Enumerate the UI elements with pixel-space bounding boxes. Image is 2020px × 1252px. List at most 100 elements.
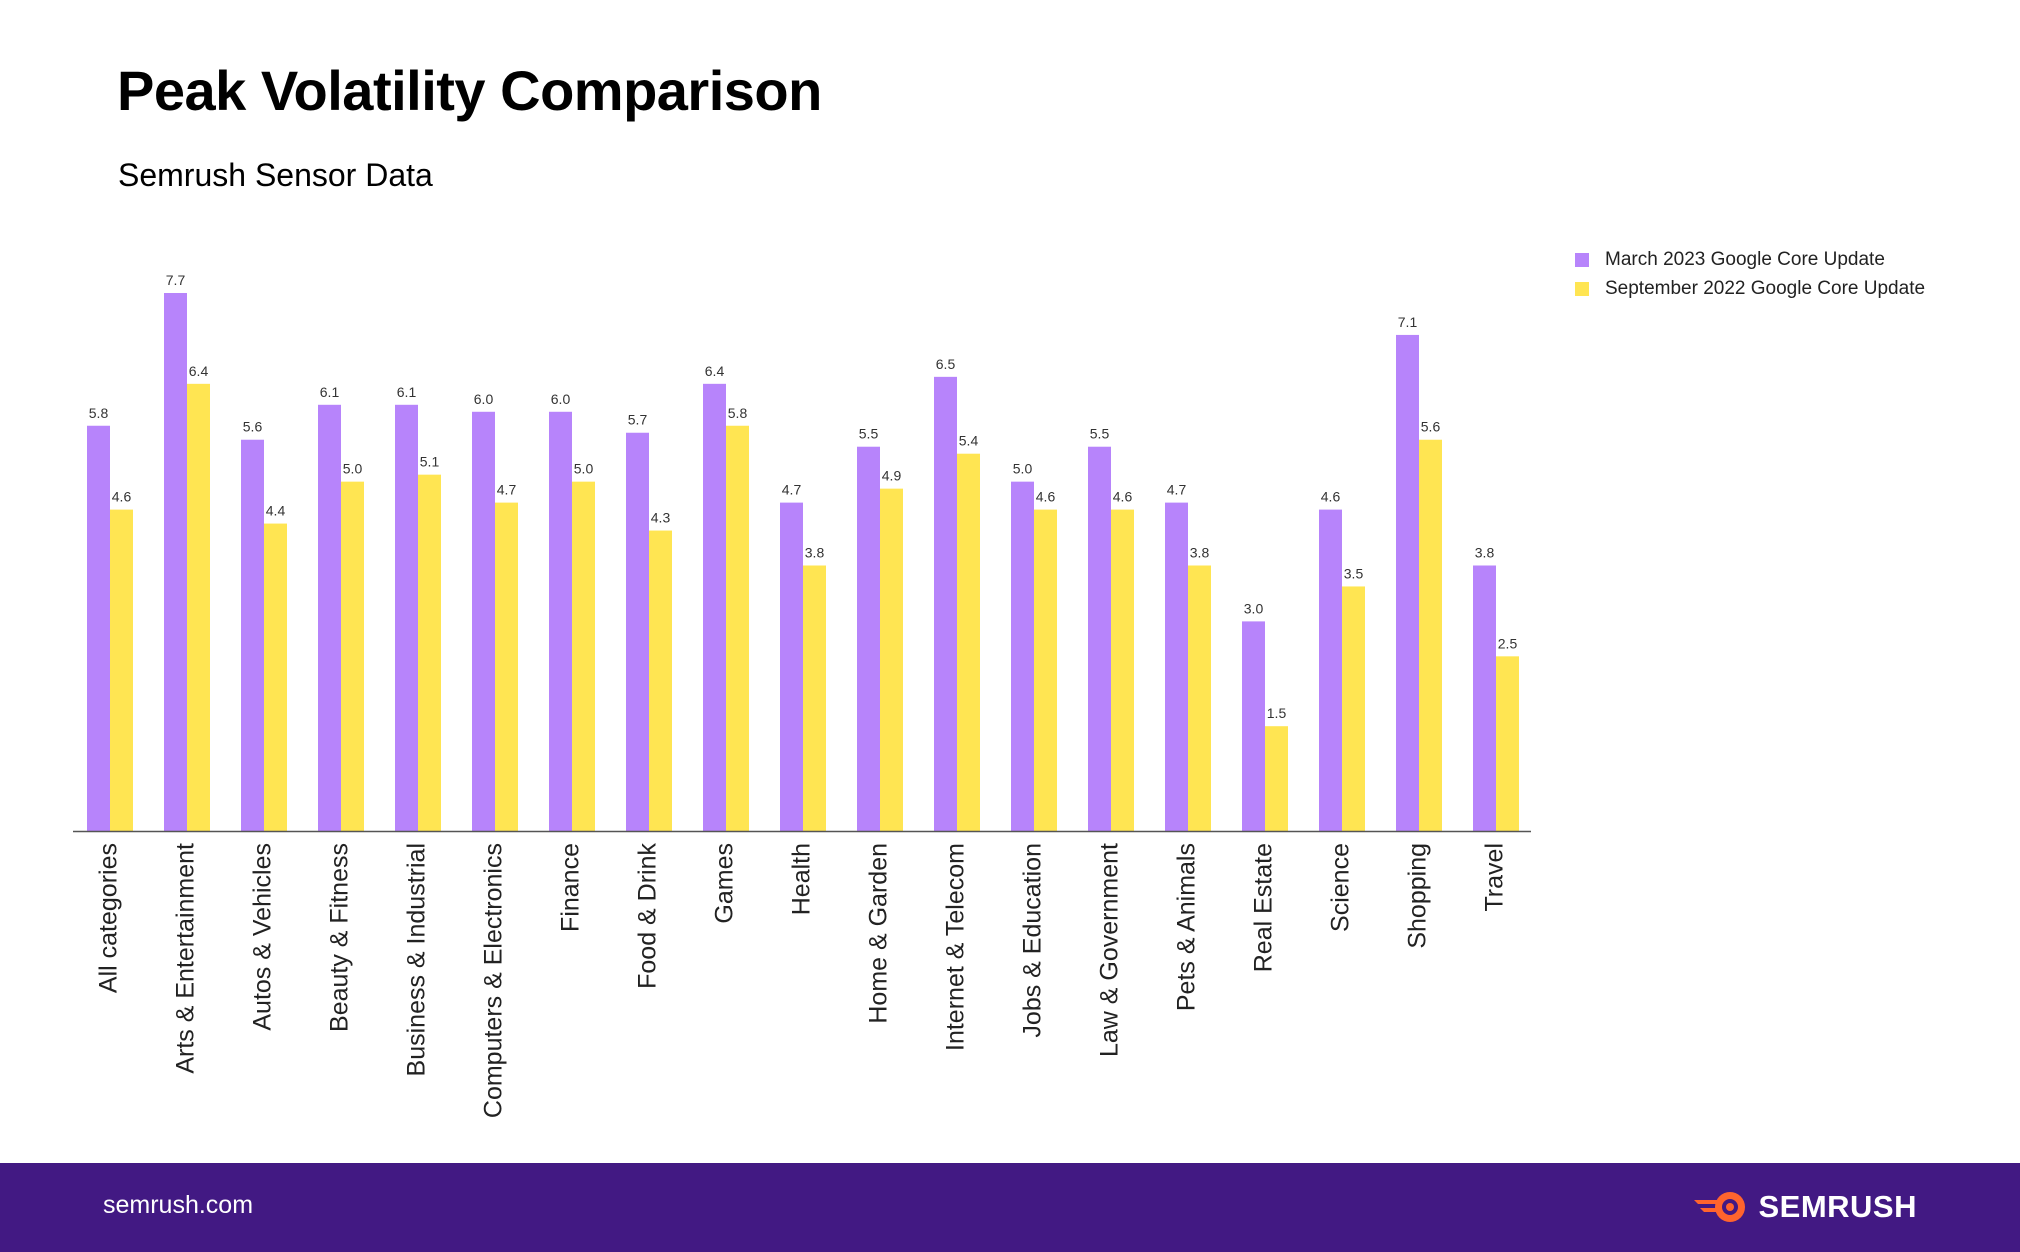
bar-march-2023-autos-and-vehicles (241, 439, 264, 831)
bar-march-2023-jobs-and-education (1011, 481, 1034, 831)
data-label-september-2022-real-estate: 1.5 (1267, 705, 1287, 721)
legend: March 2023 Google Core Update September … (1575, 245, 1925, 303)
data-label-march-2023-jobs-and-education: 5.0 (1013, 461, 1033, 477)
data-label-march-2023-travel: 3.8 (1475, 544, 1495, 560)
data-label-september-2022-all-categories: 4.6 (112, 489, 132, 505)
data-label-march-2023-games: 6.4 (705, 363, 725, 379)
bar-march-2023-law-and-government (1088, 446, 1111, 831)
category-label-law-and-government: Law & Government (1096, 843, 1124, 1057)
bar-march-2023-home-and-garden (857, 446, 880, 831)
footer-bar: semrush.com SEMRUSH (0, 1163, 2020, 1252)
data-label-september-2022-autos-and-vehicles: 4.4 (266, 503, 286, 519)
data-label-september-2022-internet-and-telecom: 5.4 (959, 433, 979, 449)
data-label-september-2022-home-and-garden: 4.9 (882, 468, 902, 484)
data-label-march-2023-food-and-drink: 5.7 (628, 412, 648, 428)
category-label-all-categories: All categories (95, 843, 123, 993)
data-label-march-2023-home-and-garden: 5.5 (859, 426, 879, 442)
bar-march-2023-shopping (1396, 334, 1419, 831)
bar-september-2022-health (803, 565, 826, 831)
bar-september-2022-internet-and-telecom (957, 453, 980, 831)
chart-subtitle: Semrush Sensor Data (118, 157, 433, 193)
category-label-shopping: Shopping (1404, 843, 1432, 949)
chart-title: Peak Volatility Comparison (117, 59, 822, 122)
category-label-real-estate: Real Estate (1250, 843, 1278, 972)
bar-september-2022-travel (1496, 656, 1519, 831)
data-label-september-2022-travel: 2.5 (1498, 635, 1518, 651)
bar-march-2023-all-categories (87, 425, 110, 831)
bar-september-2022-arts-and-entertainment (187, 383, 210, 831)
category-label-health: Health (788, 843, 816, 915)
bar-september-2022-food-and-drink (649, 530, 672, 831)
bar-march-2023-beauty-and-fitness (318, 404, 341, 831)
data-label-march-2023-health: 4.7 (782, 482, 802, 498)
bar-september-2022-shopping (1419, 439, 1442, 831)
bar-september-2022-finance (572, 481, 595, 831)
data-label-march-2023-real-estate: 3.0 (1244, 600, 1264, 616)
bar-september-2022-all-categories (110, 509, 133, 831)
bar-september-2022-autos-and-vehicles (264, 523, 287, 831)
data-label-march-2023-internet-and-telecom: 6.5 (936, 356, 956, 372)
data-label-march-2023-shopping: 7.1 (1398, 314, 1418, 330)
data-label-september-2022-finance: 5.0 (574, 461, 594, 477)
data-label-september-2022-science: 3.5 (1344, 565, 1364, 581)
data-label-september-2022-beauty-and-fitness: 5.0 (343, 461, 363, 477)
bar-march-2023-finance (549, 411, 572, 831)
bar-september-2022-real-estate (1265, 726, 1288, 831)
category-label-computers-and-electronics: Computers & Electronics (480, 843, 508, 1118)
category-label-business-and-industrial: Business & Industrial (403, 843, 431, 1076)
data-label-march-2023-finance: 6.0 (551, 391, 571, 407)
bar-september-2022-jobs-and-education (1034, 509, 1057, 831)
semrush-fireball-icon (1694, 1192, 1746, 1222)
data-label-september-2022-food-and-drink: 4.3 (651, 510, 671, 526)
category-label-pets-and-animals: Pets & Animals (1173, 843, 1201, 1011)
bar-september-2022-beauty-and-fitness (341, 481, 364, 831)
category-label-games: Games (711, 843, 739, 924)
bar-march-2023-travel (1473, 565, 1496, 831)
bar-march-2023-real-estate (1242, 621, 1265, 831)
data-label-march-2023-pets-and-animals: 4.7 (1167, 482, 1187, 498)
category-label-internet-and-telecom: Internet & Telecom (942, 843, 970, 1051)
category-label-home-and-garden: Home & Garden (865, 843, 893, 1024)
bar-september-2022-computers-and-electronics (495, 502, 518, 831)
data-label-september-2022-shopping: 5.6 (1421, 419, 1441, 435)
bar-march-2023-internet-and-telecom (934, 376, 957, 831)
data-label-september-2022-business-and-industrial: 5.1 (420, 454, 440, 470)
data-label-march-2023-autos-and-vehicles: 5.6 (243, 419, 263, 435)
bar-march-2023-food-and-drink (626, 432, 649, 831)
semrush-logo: SEMRUSH (1692, 1187, 1917, 1227)
bar-march-2023-games (703, 383, 726, 831)
legend-label-september-2022: September 2022 Google Core Update (1605, 277, 1926, 299)
bar-march-2023-health (780, 502, 803, 831)
data-label-september-2022-jobs-and-education: 4.6 (1036, 489, 1056, 505)
semrush-wordmark: SEMRUSH (1758, 1189, 1917, 1224)
data-label-september-2022-games: 5.8 (728, 405, 748, 421)
data-label-september-2022-law-and-government: 4.6 (1113, 489, 1133, 505)
bar-march-2023-arts-and-entertainment (164, 293, 187, 831)
category-label-science: Science (1327, 843, 1355, 932)
bar-september-2022-law-and-government (1111, 509, 1134, 831)
data-label-march-2023-all-categories: 5.8 (89, 405, 109, 421)
data-label-march-2023-beauty-and-fitness: 6.1 (320, 384, 340, 400)
data-label-september-2022-pets-and-animals: 3.8 (1190, 544, 1210, 560)
bar-march-2023-computers-and-electronics (472, 411, 495, 831)
bar-september-2022-science (1342, 586, 1365, 831)
bar-september-2022-games (726, 425, 749, 831)
category-label-travel: Travel (1481, 843, 1509, 912)
bar-march-2023-science (1319, 509, 1342, 831)
category-label-food-and-drink: Food & Drink (634, 843, 662, 989)
data-label-september-2022-arts-and-entertainment: 6.4 (189, 363, 209, 379)
category-label-arts-and-entertainment: Arts & Entertainment (172, 843, 200, 1074)
category-label-finance: Finance (557, 843, 585, 932)
data-label-march-2023-science: 4.6 (1321, 489, 1341, 505)
bar-september-2022-home-and-garden (880, 488, 903, 831)
data-label-september-2022-health: 3.8 (805, 544, 825, 560)
legend-swatch-september-2022 (1575, 281, 1589, 296)
category-label-beauty-and-fitness: Beauty & Fitness (326, 843, 354, 1032)
bar-september-2022-pets-and-animals (1188, 565, 1211, 831)
data-label-march-2023-law-and-government: 5.5 (1090, 426, 1110, 442)
data-label-march-2023-arts-and-entertainment: 7.7 (166, 272, 186, 288)
bar-march-2023-pets-and-animals (1165, 502, 1188, 831)
legend-label-march-2023: March 2023 Google Core Update (1605, 248, 1885, 270)
bar-chart: 5.8 4.6 All categories 7.7 6.4 Arts & Enterta… (73, 272, 1531, 1118)
category-label-jobs-and-education: Jobs & Education (1019, 843, 1047, 1038)
